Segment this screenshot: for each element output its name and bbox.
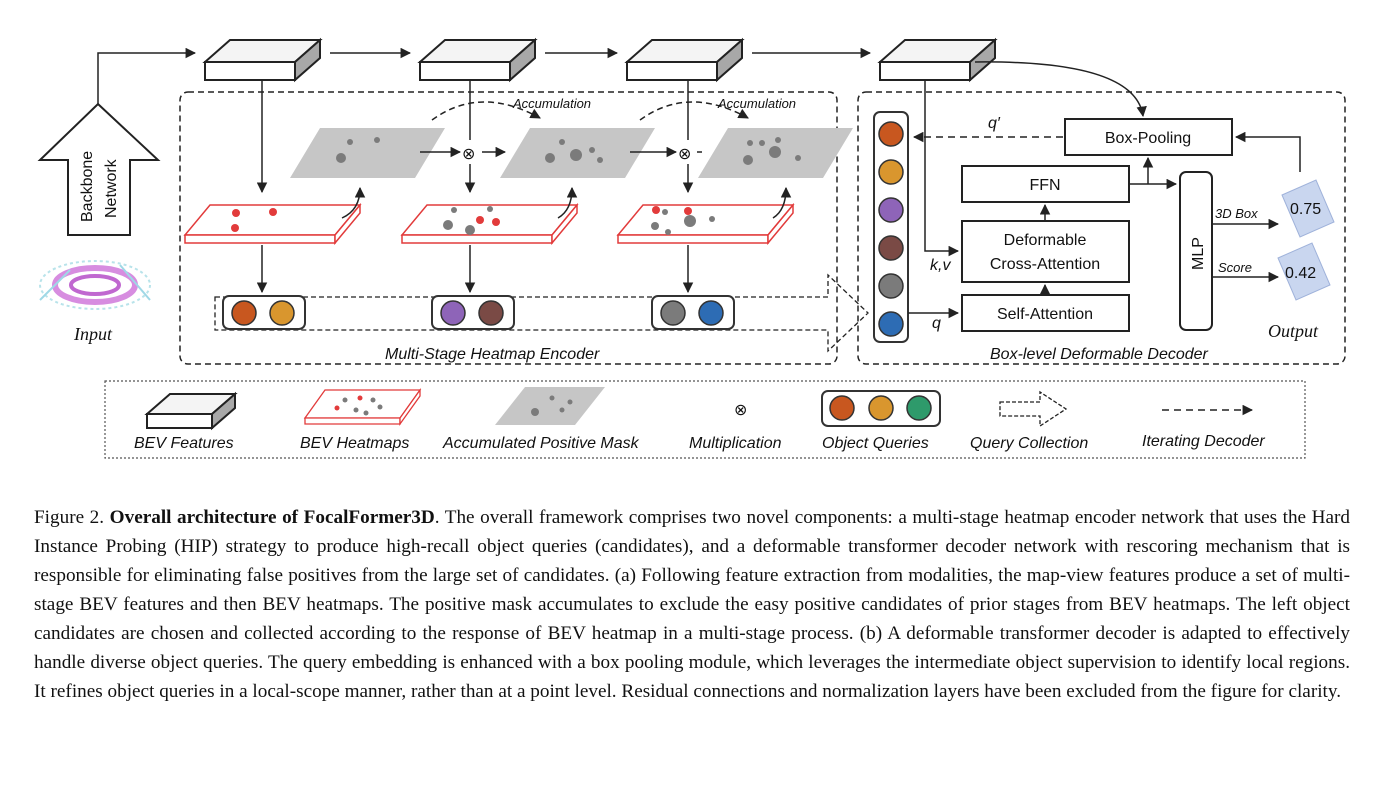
backbone-to-features-arrow — [97, 47, 197, 104]
output-score-value: 0.42 — [1277, 242, 1331, 301]
svg-text:Box-Pooling: Box-Pooling — [1105, 130, 1191, 147]
score-label: Score — [1218, 260, 1252, 275]
legend-iterating-decoder: Iterating Decoder — [1142, 433, 1265, 450]
accumulation-arrows — [431, 101, 749, 121]
legend-bev-heatmaps: BEV Heatmaps — [300, 435, 409, 452]
input-label: Input — [73, 324, 113, 344]
decoder-box — [857, 91, 1346, 365]
self-attention-block: Self-Attention — [961, 294, 1130, 332]
mask-1 — [290, 128, 445, 178]
bev-feature-1 — [204, 39, 321, 81]
query-collection-arrow — [214, 273, 869, 353]
bev-feature-4 — [879, 39, 996, 81]
output-box-value: 0.75 — [1281, 179, 1335, 238]
legend-multiply-icon: ⊗ — [734, 402, 747, 419]
svg-text:Self-Attention: Self-Attention — [997, 306, 1093, 323]
heatmap-dots — [231, 206, 715, 235]
legend-object-queries-icon — [821, 390, 941, 427]
heatmap-to-mask-arrows — [341, 186, 792, 219]
legend-bev-features: BEV Features — [134, 435, 234, 452]
encoder-box — [179, 91, 838, 365]
bev-feature-3 — [626, 39, 743, 81]
kv-label: k,v — [930, 257, 951, 274]
legend-bev-heatmaps-icon — [303, 387, 422, 427]
query-group-3 — [651, 295, 735, 330]
legend-mask-icon — [495, 387, 605, 425]
point-cloud-image — [39, 260, 151, 310]
svg-text:Cross-Attention: Cross-Attention — [990, 256, 1100, 273]
output-label: Output — [1268, 321, 1319, 341]
mlp-block: MLP — [1179, 171, 1213, 331]
decoder-label: Box-level Deformable Decoder — [990, 346, 1209, 363]
multiply-symbol-2: ⊗ — [678, 146, 691, 163]
backbone-label: Backbone — [79, 151, 96, 222]
legend-query-collection-icon — [999, 390, 1068, 428]
multiply-symbol-1: ⊗ — [462, 146, 475, 163]
q-prime-label: q′ — [988, 115, 1001, 132]
architecture-diagram: Backbone Network Input Multi-Stage Heatm… — [37, 39, 1346, 459]
svg-text:Deformable: Deformable — [1004, 232, 1087, 249]
backbone-arrow: Backbone Network — [37, 102, 161, 236]
caption-title: Overall architecture of FocalFormer3D — [109, 507, 435, 528]
figure-caption: Figure 2. Overall architecture of FocalF… — [34, 503, 1350, 706]
legend-accumulated-mask: Accumulated Positive Mask — [442, 435, 640, 452]
encoder-label: Multi-Stage Heatmap Encoder — [385, 346, 600, 363]
feature-down-arrows — [256, 80, 694, 194]
heatmap-to-query-arrows — [256, 245, 694, 294]
legend-object-queries: Object Queries — [822, 435, 929, 452]
legend-bev-features-icon — [144, 391, 238, 431]
legend-multiplication: Multiplication — [689, 435, 782, 452]
ffn-block: FFN — [961, 165, 1130, 203]
q-label: q — [932, 315, 941, 332]
caption-body: . The overall framework comprises two no… — [34, 507, 1351, 702]
query-group-2 — [431, 295, 515, 330]
legend-box — [104, 380, 1306, 459]
legend-query-collection: Query Collection — [970, 435, 1088, 452]
accumulation-label-1: Accumulation — [512, 96, 591, 111]
query-group-1 — [222, 295, 306, 330]
box3d-label: 3D Box — [1215, 206, 1258, 221]
svg-text:0.42: 0.42 — [1285, 265, 1316, 282]
box-pooling-block: Box-Pooling — [1064, 118, 1233, 156]
deformable-cross-attention-block: Deformable Cross-Attention — [961, 220, 1130, 283]
bev-feature-2 — [419, 39, 536, 81]
backbone-label-2: Network — [103, 158, 120, 218]
svg-text:MLP: MLP — [1190, 237, 1207, 270]
query-column — [873, 111, 909, 343]
caption-prefix: Figure 2. — [34, 507, 105, 528]
accumulation-label-2: Accumulation — [717, 96, 796, 111]
heatmap-3 — [617, 204, 794, 244]
mask-dots — [336, 137, 801, 165]
svg-text:0.75: 0.75 — [1290, 201, 1321, 218]
svg-text:FFN: FFN — [1029, 177, 1060, 194]
